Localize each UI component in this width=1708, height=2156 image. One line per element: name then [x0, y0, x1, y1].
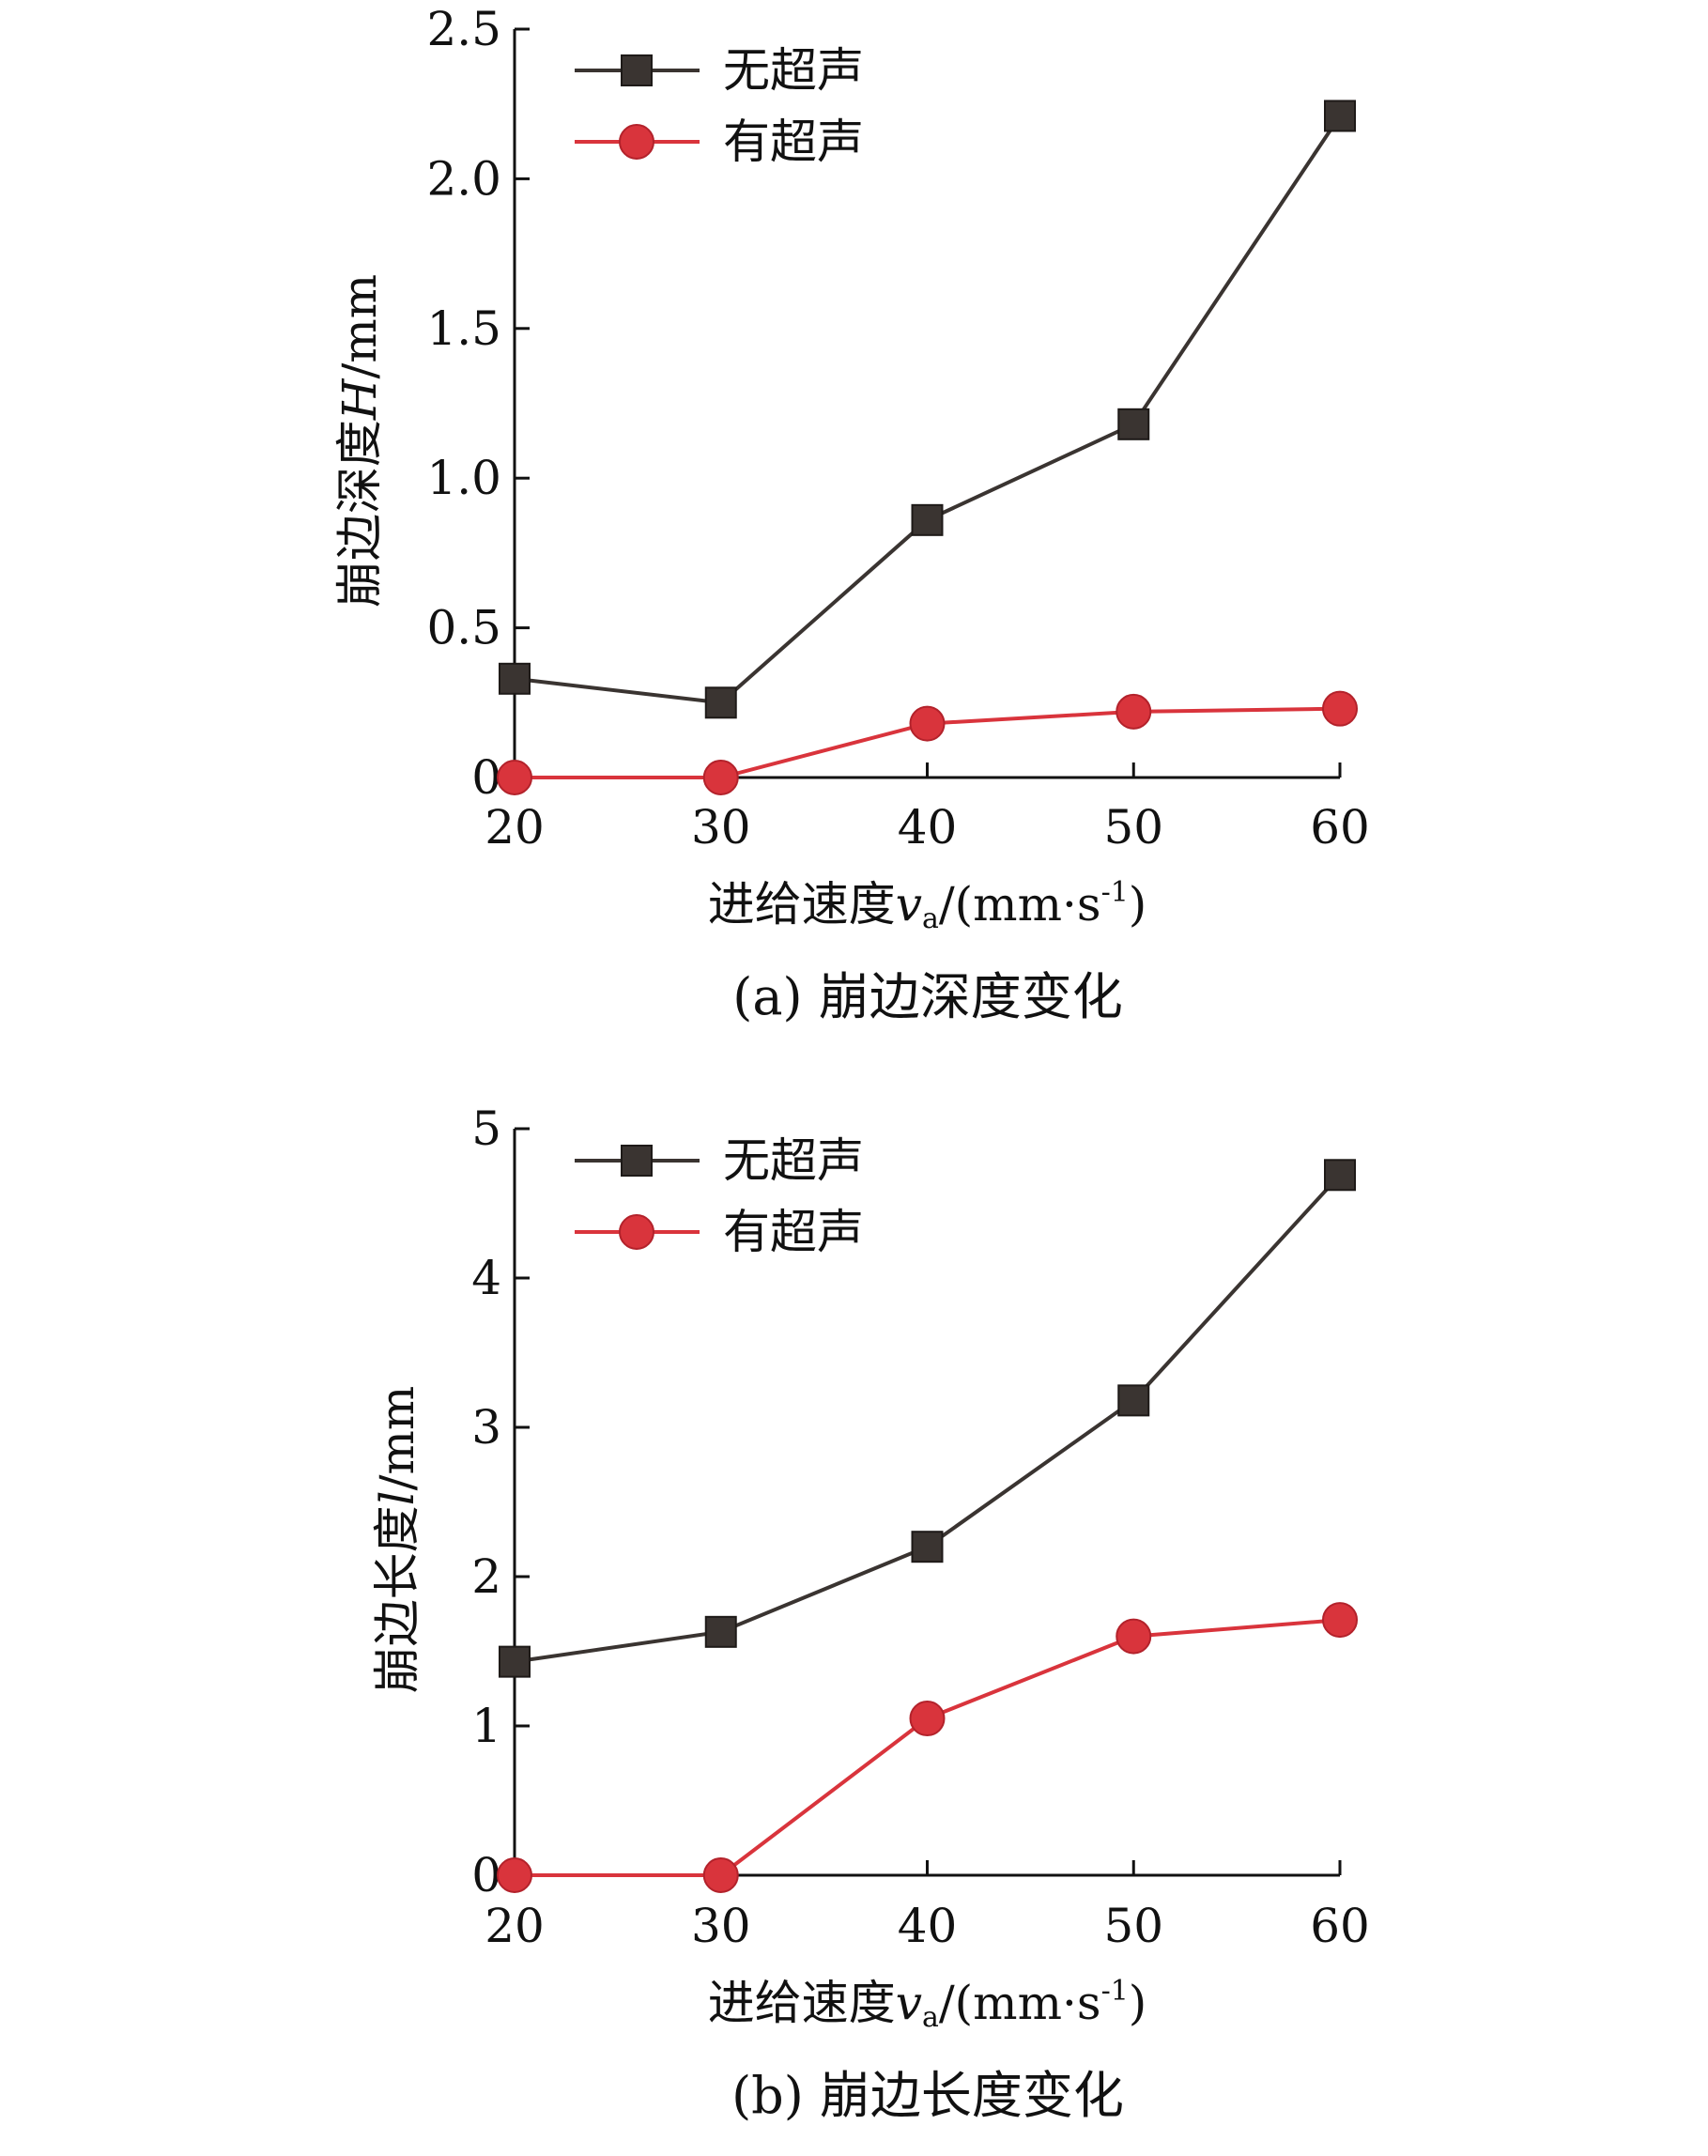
legend-marker-circle — [619, 1214, 654, 1250]
x-axis-title-part: v — [896, 877, 922, 932]
x-axis-title-part: /(mm·s — [939, 1976, 1101, 2030]
y-axis-title: 崩边长度l/mm — [370, 1386, 424, 1694]
x-axis-title: 进给速度va/(mm·s-1) — [708, 876, 1147, 935]
data-point-circle — [497, 760, 532, 795]
x-axis-title-part: 进给速度 — [708, 877, 896, 932]
legend-label: 有超声 — [723, 1205, 864, 1259]
x-axis-title-part: -1 — [1101, 876, 1129, 909]
x-axis-title: 进给速度va/(mm·s-1) — [708, 1975, 1147, 2034]
y-tick-label: 0 — [471, 1848, 501, 1902]
y-tick-label: 5 — [471, 1101, 501, 1156]
x-axis-title-part: /(mm·s — [939, 877, 1101, 932]
y-tick-label: 0 — [471, 750, 501, 805]
data-point-square — [704, 686, 737, 719]
x-tick-label: 50 — [1103, 1899, 1163, 1953]
y-axis-title-part: /mm — [332, 274, 387, 379]
x-tick-label: 30 — [691, 800, 751, 855]
x-tick-label: 40 — [898, 800, 958, 855]
data-point-circle — [1322, 690, 1358, 727]
x-tick-label: 40 — [898, 1899, 958, 1953]
figure-caption: (b) 崩边长度变化 — [731, 2066, 1124, 2125]
figure-caption: (a) 崩边深度变化 — [732, 967, 1123, 1026]
data-point-circle — [702, 760, 739, 795]
data-point-circle — [909, 705, 946, 742]
data-point-square — [1117, 408, 1150, 440]
y-axis-title-part: H — [332, 377, 387, 421]
y-tick-label: 1 — [471, 1699, 501, 1753]
y-tick-label: 1.0 — [426, 451, 501, 505]
y-axis-title-part: /mm — [370, 1386, 424, 1491]
x-tick-label: 20 — [485, 800, 545, 855]
y-axis-title-part: l — [370, 1490, 424, 1505]
y-axis-title-part: 崩边长度 — [370, 1505, 424, 1693]
data-point-square — [704, 1615, 737, 1648]
data-point-circle — [702, 1857, 739, 1893]
legend-label: 无超声 — [723, 1133, 864, 1188]
y-tick-label: 0.5 — [426, 601, 501, 655]
x-axis-title-part: a — [922, 2001, 939, 2034]
legend-marker-square — [621, 54, 653, 86]
y-tick-label: 2.0 — [426, 151, 501, 206]
chart-panel-b: 0 1 2 3 4 5 20 30 40 50 60 进给速度va/(mm·s-1) 崩边长度l/mm 无… — [370, 1101, 1370, 2125]
y-axis-title: 崩边深度H/mm — [332, 274, 387, 608]
y-axis-title-part: 崩边深度 — [332, 420, 387, 608]
x-axis-title-part: v — [896, 1976, 922, 2030]
data-point-square — [1324, 1159, 1356, 1192]
data-point-circle — [909, 1701, 946, 1737]
y-tick-label: 1.5 — [426, 301, 501, 356]
data-point-circle — [1322, 1602, 1358, 1639]
legend-marker-square — [621, 1145, 653, 1177]
series-line-no-ultrasound — [514, 115, 1342, 705]
legend-label: 无超声 — [723, 43, 864, 98]
data-point-square — [911, 1531, 944, 1563]
y-tick-label: 2 — [471, 1549, 501, 1604]
chart-panel-a: 0 0.5 1.0 1.5 2.0 2.5 20 30 40 50 60 进给速度va/(mm·s-1… — [332, 2, 1370, 1026]
data-point-square — [911, 503, 944, 536]
data-point-circle — [497, 1857, 532, 1893]
data-point-circle — [1116, 693, 1152, 730]
data-point-square — [499, 1645, 531, 1678]
data-point-square — [1117, 1384, 1150, 1417]
x-axis-title-part: ) — [1129, 877, 1147, 932]
y-tick-label: 4 — [471, 1251, 501, 1305]
series-line-with-ultrasound — [515, 1618, 1341, 1877]
x-tick-label: 60 — [1310, 1899, 1370, 1953]
x-tick-label: 50 — [1103, 800, 1163, 855]
y-tick-label: 2.5 — [426, 2, 501, 56]
data-point-square — [499, 662, 531, 695]
x-axis-title-part: -1 — [1101, 1975, 1129, 2008]
data-point-square — [1324, 100, 1356, 132]
x-tick-label: 30 — [691, 1899, 751, 1953]
x-tick-label: 60 — [1310, 800, 1370, 855]
legend-label: 有超声 — [723, 115, 864, 169]
y-tick-label: 3 — [471, 1400, 501, 1455]
x-axis-title-part: a — [922, 902, 939, 935]
x-tick-label: 20 — [485, 1899, 545, 1953]
x-axis-title-part: ) — [1129, 1976, 1147, 2030]
data-point-circle — [1116, 1618, 1152, 1655]
legend-marker-circle — [619, 124, 654, 160]
x-axis-title-part: 进给速度 — [708, 1976, 896, 2030]
